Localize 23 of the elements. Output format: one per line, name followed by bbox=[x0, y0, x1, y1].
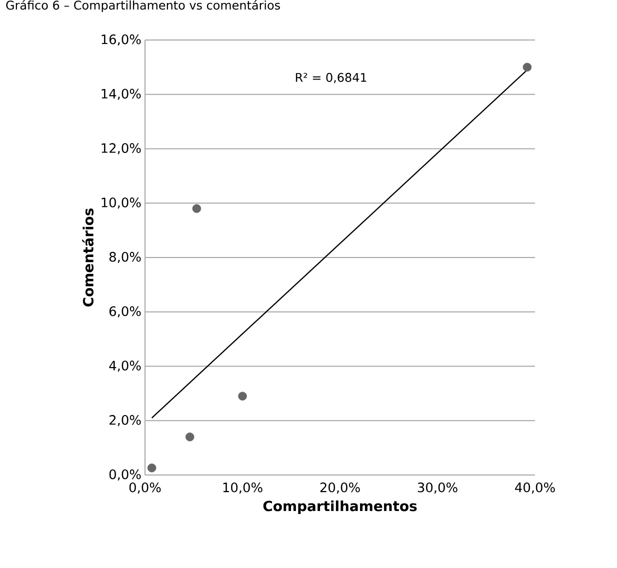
y-tick-label: 14,0% bbox=[102, 88, 141, 100]
y-tick-label: 8,0% bbox=[109, 252, 141, 264]
y-tick-label: 6,0% bbox=[109, 306, 141, 318]
y-tick-label: 4,0% bbox=[109, 360, 141, 372]
x-tick-label: 10,0% bbox=[223, 482, 262, 494]
y-tick-label: 10,0% bbox=[102, 198, 141, 209]
x-axis-title: Compartilhamentos bbox=[263, 500, 417, 514]
y-tick-label: 0,0% bbox=[109, 469, 141, 481]
x-tick-label: 0,0% bbox=[129, 482, 161, 494]
x-tick-label: 30,0% bbox=[418, 482, 458, 494]
point bbox=[192, 204, 202, 213]
annotation: R² = 0,6841 bbox=[296, 72, 366, 84]
point bbox=[147, 464, 156, 472]
point bbox=[238, 392, 247, 401]
point bbox=[522, 62, 532, 72]
y-axis-title: Comentários bbox=[82, 208, 94, 306]
x-tick-label: 40,0% bbox=[515, 482, 555, 494]
x-tick-label: 20,0% bbox=[320, 482, 360, 494]
chart-title: Gráfico 6 – Compartilhamento vs comentários bbox=[6, 0, 280, 12]
y-tick-label: 16,0% bbox=[102, 34, 141, 46]
y-tick-label: 2,0% bbox=[110, 415, 141, 426]
point bbox=[185, 432, 194, 442]
y-tick-label: 12,0% bbox=[102, 143, 141, 154]
